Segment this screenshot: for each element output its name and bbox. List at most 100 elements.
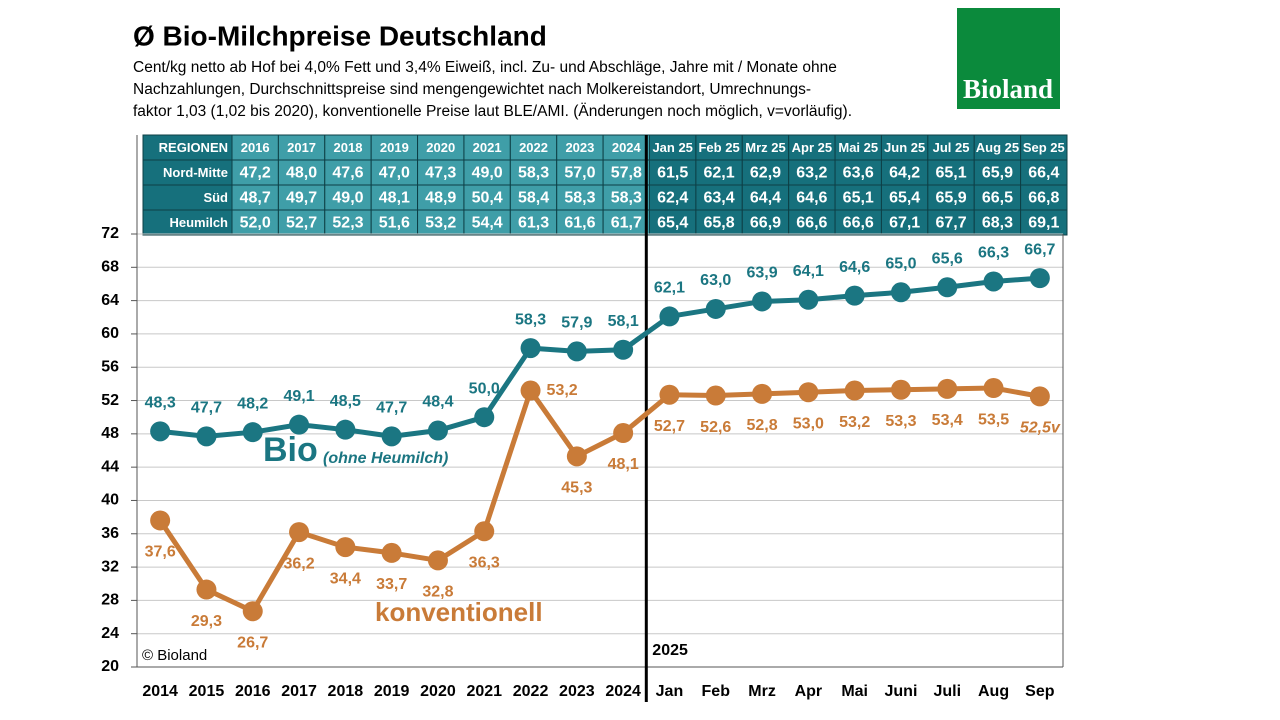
table-cell: [370, 209, 419, 236]
table-value: 65,4: [889, 190, 920, 207]
y-tick-label: 56: [101, 358, 119, 375]
data-label: 64,1: [793, 263, 824, 280]
data-point: [427, 420, 448, 441]
table-value: 66,8: [1028, 190, 1059, 207]
x-tick-label: 2015: [189, 683, 225, 700]
data-label: 58,1: [608, 313, 639, 330]
y-tick-label: 24: [101, 625, 119, 642]
data-label: 53,4: [932, 412, 963, 429]
table-header: 2018: [334, 140, 363, 155]
y-tick-label: 44: [101, 458, 119, 475]
table-value: 58,3: [611, 190, 642, 207]
data-label: 26,7: [237, 634, 268, 651]
table-cell: [602, 209, 650, 236]
table-value: 47,0: [379, 165, 410, 182]
table-cell: [231, 134, 279, 161]
table-value: 49,0: [472, 165, 503, 182]
table-value: 64,6: [796, 190, 827, 207]
table-cell: [417, 209, 465, 236]
table-cell: [277, 134, 326, 161]
chart-title: Ø Bio-Milchpreise Deutschland: [133, 20, 547, 51]
table-value: Süd: [203, 190, 228, 205]
table-value: 62,4: [657, 190, 688, 207]
table-value: 69,1: [1028, 215, 1059, 232]
x-tick-label: 2016: [235, 683, 271, 700]
table-header: 2021: [473, 140, 502, 155]
data-label: 32,8: [422, 584, 453, 601]
data-point: [937, 277, 958, 298]
x-tick-label: 2018: [328, 683, 364, 700]
data-point: [289, 414, 310, 435]
data-label: 53,3: [885, 413, 916, 430]
x-tick-label: Aug: [978, 683, 1009, 700]
x-tick-label: Mai: [841, 683, 868, 700]
data-label: 50,0: [469, 380, 500, 397]
table-cell: [602, 134, 650, 161]
subtitle: Cent/kg netto ab Hof bei 4,0% Fett und 3…: [133, 59, 837, 76]
table-cell: [509, 134, 558, 161]
table-value: 61,7: [611, 215, 642, 232]
table-cell: [370, 184, 419, 211]
y-tick-label: 28: [101, 592, 119, 609]
table-header: Mai 25: [838, 140, 878, 155]
data-point: [705, 298, 726, 319]
y-tick-label: 60: [101, 325, 119, 342]
data-label: 49,1: [283, 388, 314, 405]
series-name: Bio: [263, 431, 318, 469]
table-value: 67,1: [889, 215, 920, 232]
data-point: [381, 426, 402, 447]
table-value: 65,1: [843, 190, 874, 207]
table-cell: [880, 184, 929, 211]
x-tick-label: Apr: [795, 683, 823, 700]
table-header: 2024: [612, 140, 642, 155]
table-cell: [231, 159, 279, 186]
table-value: 62,1: [704, 165, 735, 182]
table-value: 68,3: [982, 215, 1013, 232]
table-cell: [417, 184, 465, 211]
table-cell: [927, 134, 975, 161]
table-value: 48,7: [240, 190, 271, 207]
data-label: 36,3: [469, 554, 500, 571]
data-label: 63,9: [746, 265, 777, 282]
data-label: 62,1: [654, 280, 685, 297]
table-value: 61,3: [518, 215, 549, 232]
table-cell: [649, 159, 697, 186]
table-header: 2022: [519, 140, 548, 155]
data-point: [242, 422, 263, 443]
table-cell: [1020, 159, 1068, 186]
y-tick-label: 36: [101, 525, 119, 542]
data-point: [983, 271, 1004, 292]
table-value: 67,7: [935, 215, 966, 232]
data-label: 65,0: [885, 256, 916, 273]
data-point: [983, 378, 1004, 399]
data-label: 29,3: [191, 613, 222, 630]
data-label: 52,7: [654, 418, 685, 435]
x-tick-label: 2017: [281, 683, 317, 700]
subtitle: faktor 1,03 (1,02 bis 2020), konventione…: [133, 103, 852, 120]
data-label: 66,3: [978, 245, 1009, 262]
table-value: 50,4: [472, 190, 503, 207]
table-value: Nord-Mitte: [163, 165, 228, 180]
data-label: 47,7: [191, 400, 222, 417]
table-cell: [973, 134, 1022, 161]
data-label: 52,6: [700, 419, 731, 436]
table-header: 2016: [241, 140, 270, 155]
table-cell: [973, 184, 1022, 211]
table-value: 47,3: [425, 165, 456, 182]
table-cell: [556, 209, 604, 236]
x-tick-label: 2014: [142, 683, 178, 700]
data-point: [798, 382, 819, 403]
data-point: [752, 291, 773, 312]
y-tick-label: 72: [101, 225, 119, 242]
table-value: 47,6: [332, 165, 363, 182]
y-tick-label: 64: [101, 292, 119, 309]
table-cell: [277, 209, 326, 236]
table-header: 2023: [565, 140, 594, 155]
data-label: 48,4: [422, 394, 453, 411]
data-label: 34,4: [330, 570, 361, 587]
data-point: [335, 537, 356, 558]
data-point: [705, 385, 726, 406]
data-point: [196, 579, 217, 600]
y-tick-label: 52: [101, 392, 119, 409]
table-value: 52,0: [240, 215, 271, 232]
